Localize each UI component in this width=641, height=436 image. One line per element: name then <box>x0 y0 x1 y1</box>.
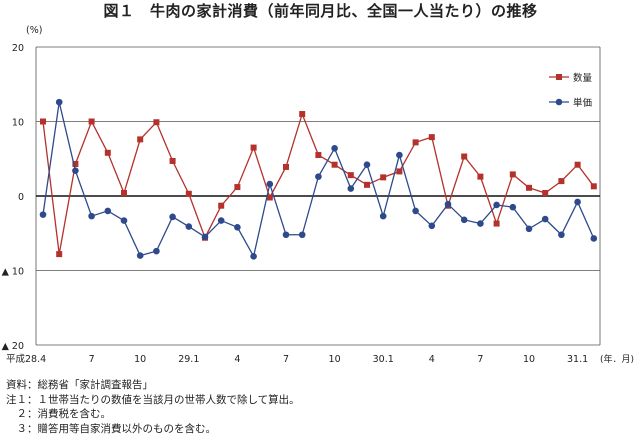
data-point <box>444 200 452 208</box>
data-point <box>509 171 516 178</box>
y-tick-label: ▲ 20 <box>2 341 24 352</box>
data-point <box>88 118 95 125</box>
data-point <box>121 190 127 197</box>
y-tick-label: 20 <box>12 43 24 54</box>
data-point <box>574 161 581 168</box>
legend-marker <box>555 98 563 106</box>
data-point <box>590 235 598 242</box>
data-point <box>315 152 322 159</box>
series-line-quantity <box>42 112 595 255</box>
data-point <box>428 134 435 141</box>
data-point <box>509 203 517 211</box>
data-point <box>493 220 500 227</box>
data-point <box>250 144 257 151</box>
x-tick-label: 31.1 <box>567 354 588 365</box>
data-point <box>299 111 306 118</box>
x-unit-label: (年．月) <box>600 353 634 365</box>
data-point <box>283 163 289 170</box>
data-point <box>185 190 192 197</box>
data-point <box>153 119 160 126</box>
data-point <box>153 247 160 255</box>
data-point <box>234 184 241 191</box>
data-point <box>477 220 484 227</box>
x-tick-label: 7 <box>89 354 95 365</box>
data-point <box>428 222 436 230</box>
data-point <box>266 180 274 188</box>
data-point <box>460 216 468 224</box>
data-point <box>347 185 355 192</box>
data-point <box>72 160 79 167</box>
data-point <box>39 211 47 218</box>
data-point <box>234 223 241 231</box>
data-point <box>104 149 111 156</box>
note-3: ３：贈答用等自家消費以外のものを含む。 <box>6 422 216 435</box>
data-point <box>396 151 403 159</box>
legend-marker <box>556 74 562 80</box>
data-point <box>526 184 532 191</box>
data-point <box>250 253 257 260</box>
x-tick-label: 4 <box>429 354 435 365</box>
data-point <box>315 173 322 180</box>
x-tick-label: 7 <box>283 354 289 365</box>
data-point <box>541 215 549 223</box>
data-point <box>298 231 306 239</box>
y-tick-label: 10 <box>12 118 24 129</box>
data-point <box>331 145 338 152</box>
x-tick-label: 7 <box>477 354 483 365</box>
legend-label: 数量 <box>573 72 593 84</box>
data-point <box>40 118 46 125</box>
data-point <box>379 212 387 220</box>
data-point <box>364 181 370 188</box>
data-point <box>331 161 338 168</box>
data-point <box>412 207 419 215</box>
y-tick-label: 0 <box>18 192 24 203</box>
data-point <box>525 225 533 233</box>
chart-title: 図１ 牛肉の家計消費（前年同月比、全国一人当たり）の推移 <box>103 2 538 20</box>
x-tick-label: 平成28.4 <box>6 353 46 365</box>
source-note: 資料：総務省「家計調査報告」 <box>6 379 153 391</box>
data-point <box>72 167 79 174</box>
y-tick-label: ▲ 10 <box>2 267 24 278</box>
data-point <box>218 202 225 209</box>
data-point <box>574 198 581 206</box>
data-point <box>201 233 209 241</box>
x-tick-label: 10 <box>523 354 535 365</box>
data-point <box>282 231 290 239</box>
legend-label: 単価 <box>573 97 593 109</box>
x-tick-label: 10 <box>134 354 146 365</box>
data-point <box>493 201 500 209</box>
data-point <box>137 136 144 143</box>
data-point <box>461 153 468 160</box>
x-tick-label: 30.1 <box>373 354 394 365</box>
y-unit-label: (%) <box>26 25 42 36</box>
data-point <box>56 251 63 258</box>
data-point <box>185 223 193 230</box>
data-point <box>380 174 387 181</box>
data-point <box>477 173 484 180</box>
data-point <box>412 139 419 146</box>
data-point <box>558 178 565 185</box>
data-point <box>590 183 597 190</box>
data-point <box>396 168 403 175</box>
data-point <box>347 172 354 179</box>
data-point <box>542 190 549 197</box>
line-chart: 20 10 0 ▲ 10 ▲ 20 (%) 平成28.4 7 10 29.1 4 7 10 30.1 4 7 1… <box>2 25 634 365</box>
x-tick-label: 10 <box>329 354 341 365</box>
x-tick-label: 4 <box>234 354 240 365</box>
data-point <box>88 212 95 220</box>
data-point <box>266 194 273 201</box>
x-tick-label: 29.1 <box>178 354 199 365</box>
data-point <box>217 217 225 224</box>
data-point <box>136 252 144 259</box>
data-point <box>169 213 176 221</box>
notes: 資料：総務省「家計調査報告」 注１：１世帯当たりの数値を当該月の世帯人数で除して… <box>6 378 300 436</box>
data-point <box>169 157 176 164</box>
data-point <box>120 217 128 224</box>
data-point <box>363 161 371 169</box>
data-point <box>104 207 112 215</box>
note-1: 注１：１世帯当たりの数値を当該月の世帯人数で除して算出。 <box>6 393 300 406</box>
data-point <box>558 231 565 239</box>
note-2: ２：消費税を含む。 <box>6 408 111 420</box>
data-point <box>55 98 63 106</box>
